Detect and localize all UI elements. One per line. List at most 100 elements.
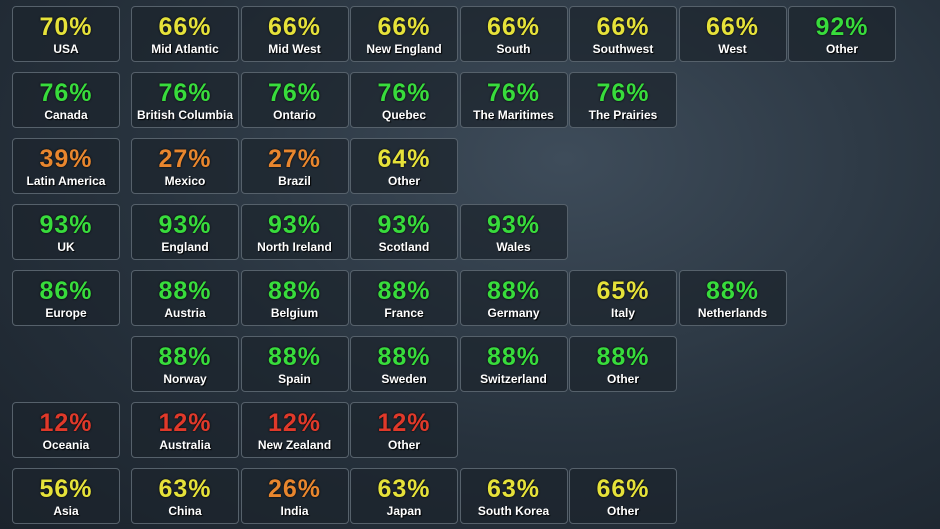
region-label: Italy [610,306,635,320]
region-tile: 66% South [459,6,568,62]
region-label: British Columbia [136,108,233,122]
region-tile: 92% Other [788,6,896,62]
region-label: Other [606,504,639,518]
region-label: Ontario [273,108,316,122]
region-label: Austria [164,306,206,320]
region-label: The Prairies [588,108,658,122]
region-label: India [280,504,309,518]
region-tile: 88% Spain [240,336,349,392]
percent: 88% [705,277,760,305]
region-tile: 76% Quebec [350,72,458,128]
region-label: Other [825,42,858,56]
region-tile: 66% Mid West [240,6,349,62]
percent: 66% [267,13,322,41]
percent: 92% [815,13,869,41]
region-tile: 93% UK [12,204,120,260]
region-label: England [161,240,209,254]
percent: 88% [158,277,212,305]
percent: 88% [267,343,322,371]
region-tile: 76% British Columbia [131,72,239,128]
region-label: Asia [53,504,79,518]
region-label: Southwest [592,42,654,56]
region-tile: 26% India [240,468,349,524]
region-tile: 27% Brazil [240,138,349,194]
region-tile: 39% Latin America [12,138,120,194]
region-tile: 66% West [678,6,787,62]
region-tile: 86% Europe [12,270,120,326]
region-tile: 12% Oceania [12,402,120,458]
region-label: Spain [278,372,311,386]
region-label: New England [366,42,442,56]
percent: 88% [158,343,212,371]
region-label: Switzerland [480,372,547,386]
region-tile: 12% Australia [131,402,239,458]
region-label: UK [57,240,75,254]
region-label: Other [387,174,420,188]
region-label: Belgium [270,306,319,320]
percent: 27% [158,145,212,173]
region-tile: 88% Sweden [350,336,458,392]
percent: 66% [705,13,760,41]
region-label: Canada [44,108,88,122]
region-tile: 65% Italy [569,270,677,326]
region-tile: 66% Other [569,468,677,524]
region-label: South Korea [477,504,550,518]
percent: 66% [596,475,650,503]
region-tile: 12% New Zealand [240,402,349,458]
percent: 88% [377,343,431,371]
region-label: New Zealand [257,438,332,452]
percent: 63% [377,475,431,503]
region-label: Latin America [26,174,106,188]
percent: 93% [39,211,93,239]
percent: 76% [596,79,650,107]
percent: 76% [267,79,322,107]
percent: 56% [39,475,93,503]
region-label: The Maritimes [473,108,554,122]
region-label: France [384,306,424,320]
region-tile: 70% USA [12,6,120,62]
region-tile: 66% Mid Atlantic [131,6,239,62]
percent: 93% [158,211,212,239]
percent: 12% [377,409,431,437]
region-tile: 76% Canada [12,72,120,128]
percent: 76% [39,79,93,107]
region-tile: 88% Netherlands [678,270,787,326]
percent: 76% [377,79,431,107]
region-label: Mid West [268,42,321,56]
region-tile: 66% Southwest [569,6,677,62]
region-label: Sweden [381,372,427,386]
percent: 93% [377,211,431,239]
percent: 88% [486,277,541,305]
percent: 70% [39,13,93,41]
region-tile: 88% Switzerland [459,336,568,392]
percent: 66% [158,13,212,41]
region-label: Norway [163,372,207,386]
region-label: South [496,42,531,56]
region-tile: 63% South Korea [459,468,568,524]
percent: 88% [486,343,541,371]
percent: 12% [267,409,322,437]
percent: 76% [158,79,212,107]
region-label: Japan [386,504,422,518]
region-tile: 88% Germany [459,270,568,326]
percent: 65% [596,277,650,305]
percent: 39% [39,145,93,173]
region-tile: 93% England [131,204,239,260]
region-label: Scotland [378,240,430,254]
percent: 26% [267,475,322,503]
percent: 64% [377,145,431,173]
region-label: Mexico [164,174,206,188]
region-label: Other [387,438,420,452]
percent: 66% [596,13,650,41]
region-label: Australia [159,438,211,452]
region-label: USA [53,42,79,56]
region-tile: 66% New England [350,6,458,62]
percent: 63% [486,475,541,503]
region-tile: 88% France [350,270,458,326]
percent: 12% [158,409,212,437]
region-label: West [718,42,747,56]
region-label: China [168,504,202,518]
region-label: Wales [496,240,531,254]
region-label: Quebec [381,108,426,122]
